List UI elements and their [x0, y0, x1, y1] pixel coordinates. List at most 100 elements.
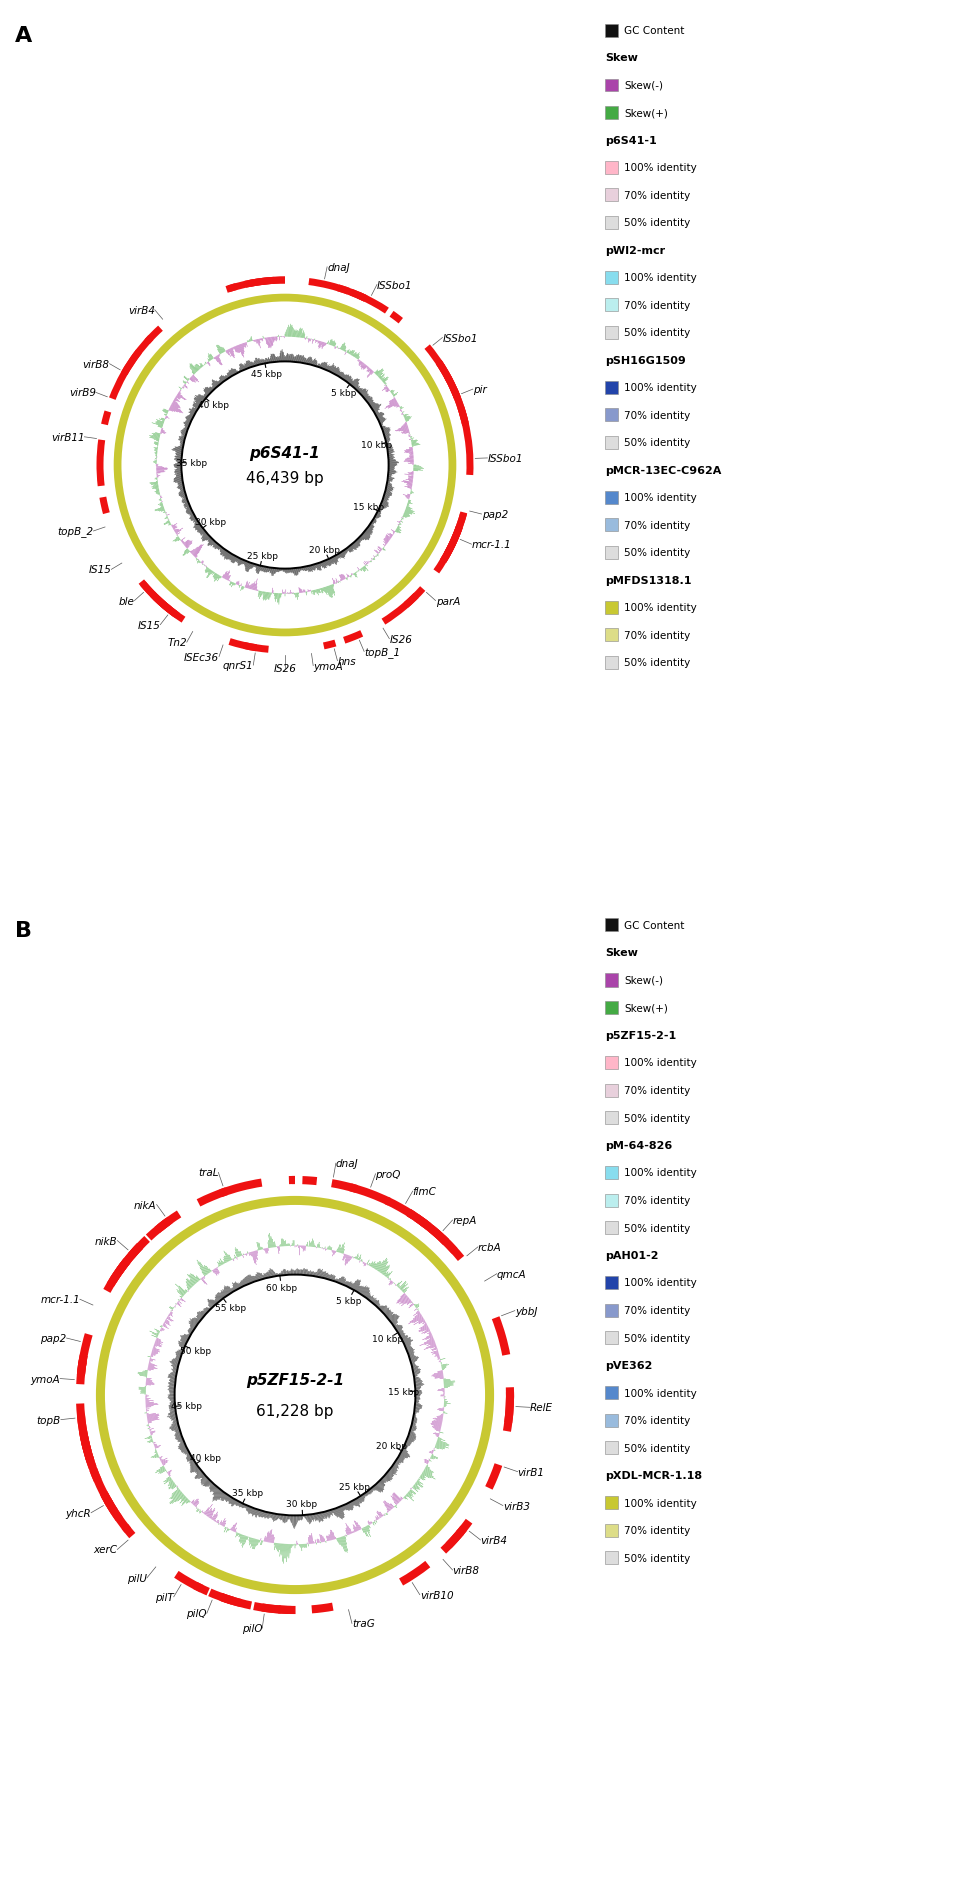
Circle shape [140, 321, 430, 611]
Text: 20 kbp: 20 kbp [309, 545, 340, 555]
Text: Skew(+): Skew(+) [624, 1002, 668, 1013]
Text: p6S41-1: p6S41-1 [250, 446, 321, 461]
Text: ISSbo1: ISSbo1 [443, 333, 478, 344]
Wedge shape [461, 421, 474, 476]
FancyBboxPatch shape [605, 519, 618, 532]
Text: pir: pir [473, 385, 486, 395]
Circle shape [139, 320, 431, 611]
Wedge shape [89, 1468, 117, 1513]
FancyBboxPatch shape [605, 410, 618, 423]
Text: mcr-1.1: mcr-1.1 [472, 540, 512, 549]
Wedge shape [441, 1527, 467, 1553]
FancyBboxPatch shape [605, 547, 618, 560]
Wedge shape [150, 592, 172, 613]
FancyBboxPatch shape [605, 1002, 618, 1015]
Text: Skew(-): Skew(-) [624, 976, 663, 985]
Text: 70% identity: 70% identity [624, 1525, 690, 1536]
FancyBboxPatch shape [605, 79, 618, 92]
Text: qnrS1: qnrS1 [223, 660, 253, 671]
Wedge shape [164, 603, 185, 624]
Text: 50% identity: 50% identity [624, 1113, 690, 1122]
Text: 100% identity: 100% identity [624, 384, 697, 393]
Text: Skew(-): Skew(-) [624, 81, 663, 90]
FancyBboxPatch shape [605, 107, 618, 120]
Wedge shape [79, 1434, 94, 1461]
Wedge shape [144, 327, 163, 344]
Text: ymoA: ymoA [313, 662, 343, 671]
FancyBboxPatch shape [605, 919, 618, 932]
FancyBboxPatch shape [605, 162, 618, 175]
Text: virB8: virB8 [82, 359, 109, 370]
Text: traG: traG [352, 1619, 375, 1628]
Wedge shape [404, 594, 419, 609]
Text: pilT: pilT [155, 1592, 173, 1602]
FancyBboxPatch shape [605, 1057, 618, 1070]
Text: ymoA: ymoA [30, 1374, 60, 1384]
Text: 50% identity: 50% identity [624, 329, 690, 338]
Text: 40 kbp: 40 kbp [190, 1453, 221, 1463]
Text: 70% identity: 70% identity [624, 301, 690, 310]
Circle shape [123, 305, 447, 628]
Wedge shape [100, 498, 109, 515]
Wedge shape [308, 278, 350, 295]
Text: xerC: xerC [93, 1545, 117, 1555]
Wedge shape [78, 1355, 88, 1367]
Circle shape [131, 312, 439, 620]
Text: 50% identity: 50% identity [624, 1333, 690, 1342]
FancyBboxPatch shape [605, 1085, 618, 1096]
Text: virB8: virB8 [453, 1566, 480, 1575]
Text: virB11: virB11 [50, 432, 84, 442]
Wedge shape [77, 1404, 91, 1453]
Text: Tn2: Tn2 [168, 637, 187, 649]
Text: virB3: virB3 [503, 1500, 530, 1512]
FancyBboxPatch shape [605, 1523, 618, 1536]
Wedge shape [429, 1226, 449, 1245]
FancyBboxPatch shape [605, 974, 618, 987]
Text: topB: topB [37, 1416, 61, 1425]
Wedge shape [278, 1606, 292, 1615]
Wedge shape [244, 278, 285, 288]
Wedge shape [451, 389, 468, 425]
Wedge shape [101, 1493, 122, 1521]
Wedge shape [390, 312, 403, 323]
Text: 15 kbp: 15 kbp [389, 1387, 420, 1397]
FancyBboxPatch shape [605, 216, 618, 229]
Text: GC Content: GC Content [624, 921, 684, 931]
Text: IS15: IS15 [138, 620, 160, 630]
Text: 70% identity: 70% identity [624, 521, 690, 530]
Wedge shape [358, 293, 389, 314]
FancyBboxPatch shape [605, 299, 618, 312]
Text: hns: hns [337, 656, 356, 666]
Text: 25 kbp: 25 kbp [339, 1481, 370, 1491]
Wedge shape [311, 1604, 333, 1613]
Wedge shape [444, 511, 467, 556]
Text: 10 kbp: 10 kbp [360, 442, 392, 449]
Text: 100% identity: 100% identity [624, 1498, 697, 1508]
Wedge shape [79, 1431, 96, 1468]
Wedge shape [197, 1188, 228, 1207]
Text: 70% identity: 70% identity [624, 192, 690, 201]
Wedge shape [229, 639, 257, 652]
Wedge shape [157, 1218, 171, 1231]
Text: 70% identity: 70% identity [624, 1305, 690, 1316]
Text: 30 kbp: 30 kbp [195, 519, 226, 526]
Text: nikA: nikA [134, 1199, 157, 1211]
Text: p5ZF15-2-1: p5ZF15-2-1 [605, 1030, 676, 1040]
Wedge shape [446, 1530, 464, 1549]
Wedge shape [139, 581, 168, 609]
Wedge shape [440, 513, 467, 564]
Text: pMFDS1318.1: pMFDS1318.1 [605, 575, 692, 587]
Wedge shape [109, 350, 141, 400]
Circle shape [125, 1226, 465, 1564]
Circle shape [117, 1218, 473, 1574]
Text: 100% identity: 100% identity [624, 1058, 697, 1068]
Text: Skew: Skew [605, 53, 638, 64]
Text: 100% identity: 100% identity [624, 164, 697, 173]
Circle shape [149, 331, 421, 602]
Text: dnaJ: dnaJ [328, 263, 350, 273]
Circle shape [174, 355, 396, 577]
Text: topB_1: topB_1 [364, 647, 400, 658]
FancyBboxPatch shape [605, 630, 618, 643]
Text: 50% identity: 50% identity [624, 549, 690, 558]
Text: pilU: pilU [127, 1574, 147, 1583]
